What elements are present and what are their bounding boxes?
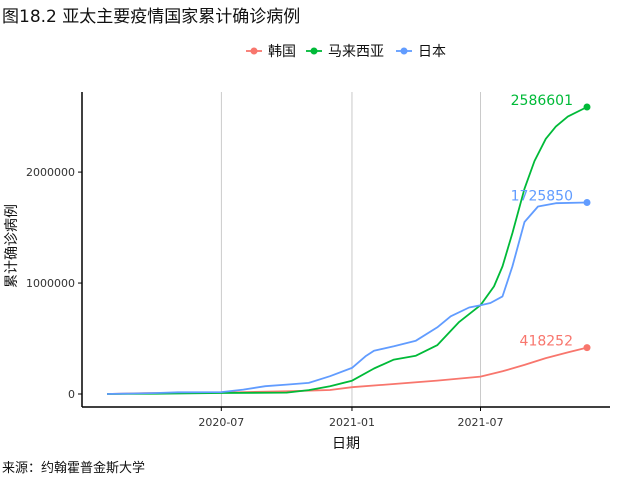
plot-series	[106, 103, 591, 395]
data-labels: 418252 2586601 1725850	[511, 93, 573, 350]
y-tick-label: 1000000	[26, 277, 75, 290]
legend-label: 韩国	[268, 44, 296, 60]
series-end-point	[583, 199, 591, 207]
end-value-label: 418252	[520, 334, 573, 350]
source-note: 来源：约翰霍普金斯大学	[2, 461, 146, 476]
y-axis-title: 累计确诊病例	[4, 204, 20, 288]
legend-swatch-point	[250, 47, 258, 55]
y-tick-label: 2000000	[26, 166, 75, 179]
chart-area: 韩国 马来西亚 日本 0 1000000 2000000 2020-07 2021-01 20…	[4, 44, 610, 452]
x-axis-title: 日期	[332, 436, 360, 452]
legend-label: 马来西亚	[328, 44, 384, 60]
series-line	[106, 201, 588, 395]
x-tick-label: 2020-07	[198, 416, 244, 429]
series-end-point	[583, 344, 591, 352]
y-tick-label: 0	[68, 388, 75, 401]
series-line	[106, 346, 588, 395]
legend-label: 日本	[418, 44, 446, 60]
series-line	[106, 106, 588, 395]
gridlines	[220, 92, 481, 407]
legend-swatch-point	[400, 47, 408, 55]
series-end-point	[583, 103, 591, 111]
end-value-label: 2586601	[511, 93, 573, 109]
axes: 0 1000000 2000000 2020-07 2021-01 2021-07	[26, 92, 610, 429]
x-tick-label: 2021-07	[458, 416, 504, 429]
x-tick-label: 2021-01	[329, 416, 375, 429]
figure-title: 图18.2 亚太主要疫情国家累计确诊病例	[2, 7, 301, 27]
end-value-label: 1725850	[511, 189, 573, 205]
legend: 韩国 马来西亚 日本	[246, 44, 446, 60]
legend-swatch-point	[310, 47, 318, 55]
